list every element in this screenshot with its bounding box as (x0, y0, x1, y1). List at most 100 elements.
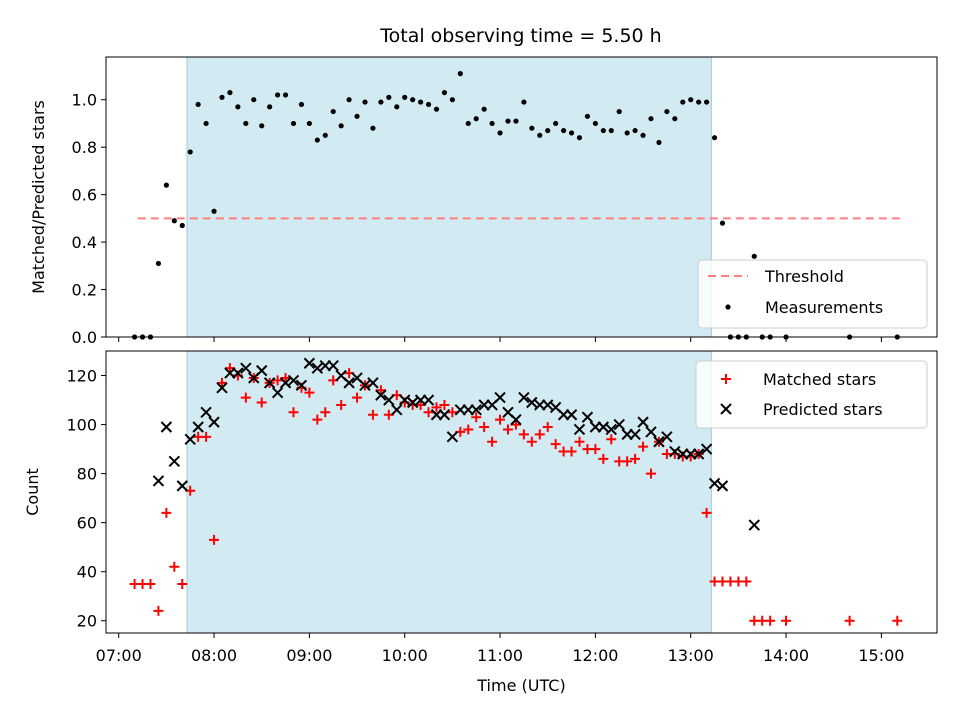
measurement-point (513, 118, 519, 124)
predicted-star-point (184, 433, 196, 445)
measurement-point (441, 89, 448, 96)
x-axis-label: Time (UTC) (476, 676, 565, 695)
predicted-star-point (192, 421, 204, 433)
predicted-star-point (399, 394, 411, 406)
measurement-point (481, 106, 487, 112)
measurement-point (537, 132, 543, 138)
y-tick-label: 1.0 (72, 91, 97, 110)
predicted-star-point (438, 409, 451, 421)
measurement-point (410, 97, 416, 103)
predicted-star-point (637, 416, 649, 428)
matched-star-point (463, 424, 474, 435)
predicted-star-point (581, 411, 594, 423)
measurement-point (457, 71, 463, 77)
matched-star-point (892, 615, 903, 626)
y-tick-label: 0.2 (72, 281, 97, 300)
legend-label: Threshold (764, 267, 844, 286)
measurement-point (489, 120, 495, 127)
predicted-star-point (152, 475, 165, 487)
matched-star-point (256, 397, 267, 408)
predicted-star-point (279, 377, 292, 389)
measurement-point (680, 99, 686, 105)
predicted-star-point (176, 480, 188, 492)
matched-star-point (495, 414, 506, 425)
y-tick-label: 60 (77, 514, 97, 533)
predicted-star-point (597, 421, 610, 433)
predicted-star-point (629, 428, 641, 441)
legend-box (695, 360, 928, 429)
measurement-point (243, 120, 249, 127)
matched-star-point (590, 444, 601, 455)
measurement-point (521, 99, 527, 105)
measurement-point (330, 108, 336, 115)
y-tick-label: 0.6 (72, 186, 97, 205)
matched-star-point (502, 424, 513, 435)
matched-star-point (209, 534, 220, 545)
measurement-point (632, 127, 638, 134)
y-tick-label: 40 (77, 563, 97, 582)
measurement-point (688, 97, 694, 103)
measurement-point (418, 99, 424, 105)
measurement-point (600, 127, 606, 134)
measurement-point (640, 132, 646, 138)
predicted-star-point (271, 386, 284, 399)
predicted-star-point (311, 362, 324, 374)
matched-star-point (320, 407, 331, 418)
measurement-point (624, 130, 630, 136)
matched-star-point (216, 377, 227, 388)
y-axis-label: Count (23, 468, 42, 516)
predicted-star-point (645, 426, 657, 438)
measurement-point (568, 130, 575, 136)
predicted-star-point (526, 396, 538, 409)
matched-star-point (606, 434, 617, 445)
predicted-star-point (470, 404, 482, 416)
predicted-star-point (295, 379, 308, 392)
matched-star-point (542, 422, 553, 433)
predicted-star-point (168, 455, 181, 468)
y-tick-label: 0.8 (72, 138, 97, 157)
series-matched-stars (129, 363, 903, 626)
measurement-point (465, 120, 471, 127)
legend-measurement-swatch (725, 304, 731, 310)
x-tick-label: 08:00 (191, 646, 237, 665)
measurement-point (163, 182, 169, 188)
predicted-star-point (406, 396, 419, 409)
legend: Threshold Measurements (697, 259, 928, 329)
predicted-star-point (669, 445, 681, 458)
measurement-point (561, 127, 567, 134)
measurement-point (179, 222, 185, 229)
measurement-point (656, 139, 662, 146)
measurement-point (322, 132, 328, 138)
y-tick-label: 120 (66, 367, 97, 386)
legend-box (697, 259, 928, 329)
predicted-star-point (700, 443, 713, 455)
matched-star-point (161, 507, 172, 518)
matched-star-point (844, 615, 855, 626)
matched-star-point (701, 507, 712, 518)
x-tick-label: 14:00 (763, 646, 809, 665)
measurement-point (449, 97, 455, 103)
measurement-point (378, 99, 384, 105)
y-tick-label: 0.0 (72, 328, 97, 347)
measurement-point (394, 104, 400, 110)
matched-star-point (765, 615, 776, 626)
measurement-point (346, 97, 352, 103)
matched-star-point (312, 414, 323, 425)
measurement-point (219, 94, 225, 100)
matched-star-point (645, 468, 656, 479)
x-tick-label: 10:00 (382, 646, 428, 665)
measurement-point (298, 101, 305, 108)
matched-star-point (439, 399, 450, 410)
x-tick-label: 11:00 (477, 646, 523, 665)
predicted-star-point (653, 436, 665, 448)
axes-frame (105, 350, 938, 634)
measurement-point (203, 120, 209, 127)
predicted-star-point (263, 377, 276, 389)
measurement-point (711, 135, 718, 141)
y-tick-label: 100 (66, 416, 97, 435)
matched-star-point (375, 385, 386, 396)
measurement-point (648, 116, 654, 122)
x-tick-label: 15:00 (858, 646, 904, 665)
measurement-point (227, 89, 233, 96)
predicted-star-point (160, 421, 173, 433)
